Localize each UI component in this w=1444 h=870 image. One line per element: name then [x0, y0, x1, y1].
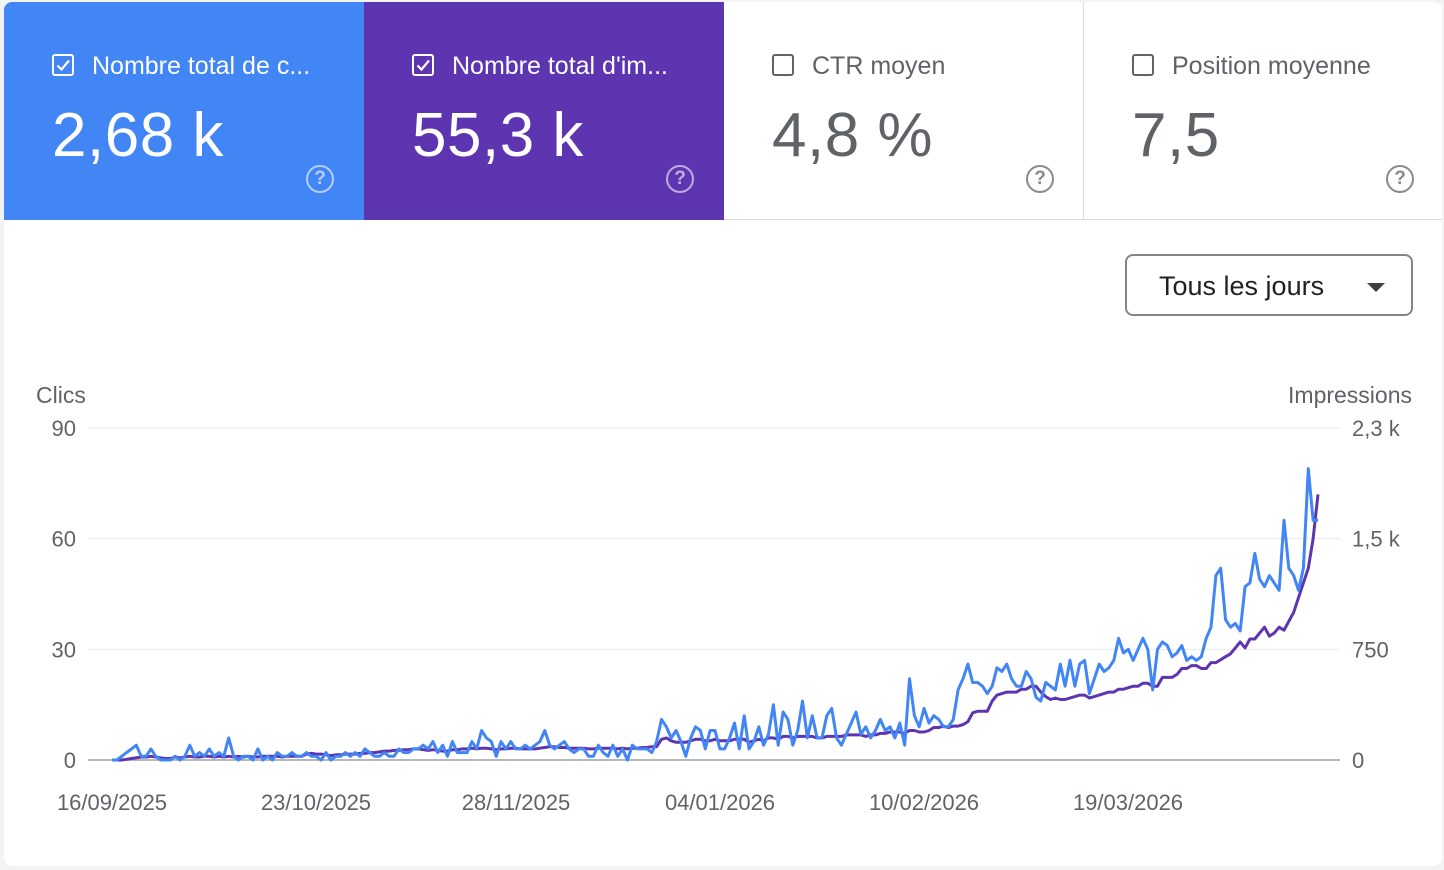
metric-value: 4,8 % [772, 101, 934, 170]
help-icon[interactable]: ? [306, 165, 334, 193]
x-tick-label: 23/10/2025 [261, 790, 371, 815]
metric-value: 55,3 k [412, 101, 584, 170]
x-tick-label: 28/11/2025 [462, 790, 570, 815]
metric-label: Nombre total d'im... [452, 52, 668, 80]
metric-label: Nombre total de c... [92, 52, 311, 80]
y-left-tick-label: 90 [52, 416, 76, 441]
y-right-tick-label: 750 [1352, 637, 1389, 662]
metric-label: CTR moyen [812, 52, 946, 80]
x-tick-label: 16/09/2025 [57, 790, 167, 815]
help-icon[interactable]: ? [666, 165, 694, 193]
x-tick-label: 19/03/2026 [1073, 790, 1183, 815]
y-left-tick-label: 30 [52, 637, 76, 662]
metric-card-clicks[interactable]: Nombre total de c... 2,68 k ? [4, 2, 364, 220]
checkbox-checked-icon[interactable] [52, 54, 74, 76]
impressions-series-line [112, 494, 1320, 762]
metric-value: 7,5 [1132, 101, 1220, 170]
y-right-tick-label: 1,5 k [1352, 527, 1401, 552]
x-tick-label: 04/01/2026 [665, 790, 775, 815]
performance-chart: 0 0 30 750 60 1,5 k 90 2,3 k 16/09/2025 23/10/202… [52, 416, 1401, 815]
metric-card-ctr[interactable]: CTR moyen 4,8 % ? [724, 2, 1084, 220]
metric-card-position[interactable]: Position moyenne 7,5 ? [1084, 2, 1442, 220]
y-left-axis-title: Clics [36, 382, 86, 408]
help-icon[interactable]: ? [1026, 165, 1054, 193]
period-dropdown-label: Tous les jours [1159, 271, 1325, 301]
period-dropdown[interactable]: Tous les jours [1125, 254, 1413, 316]
help-icon[interactable]: ? [1386, 165, 1414, 193]
metric-value: 2,68 k [52, 101, 224, 170]
y-right-tick-label: 0 [1352, 748, 1364, 773]
x-tick-label: 10/02/2026 [869, 790, 979, 815]
performance-panel: Nombre total de c... 2,68 k ? Nombre tot… [4, 2, 1442, 866]
checkbox-checked-icon[interactable] [412, 54, 434, 76]
metric-label: Position moyenne [1172, 52, 1371, 80]
clicks-series-line [112, 467, 1318, 762]
metric-card-impressions[interactable]: Nombre total d'im... 55,3 k ? [364, 2, 724, 220]
y-left-tick-label: 60 [52, 527, 76, 552]
metric-cards: Nombre total de c... 2,68 k ? Nombre tot… [4, 2, 1442, 220]
y-right-axis-title: Impressions [1288, 382, 1412, 408]
y-right-tick-label: 2,3 k [1352, 416, 1401, 441]
y-left-tick-label: 0 [64, 748, 76, 773]
chevron-down-icon [1367, 283, 1385, 292]
checkbox-unchecked-icon[interactable] [1132, 54, 1154, 76]
checkbox-unchecked-icon[interactable] [772, 54, 794, 76]
